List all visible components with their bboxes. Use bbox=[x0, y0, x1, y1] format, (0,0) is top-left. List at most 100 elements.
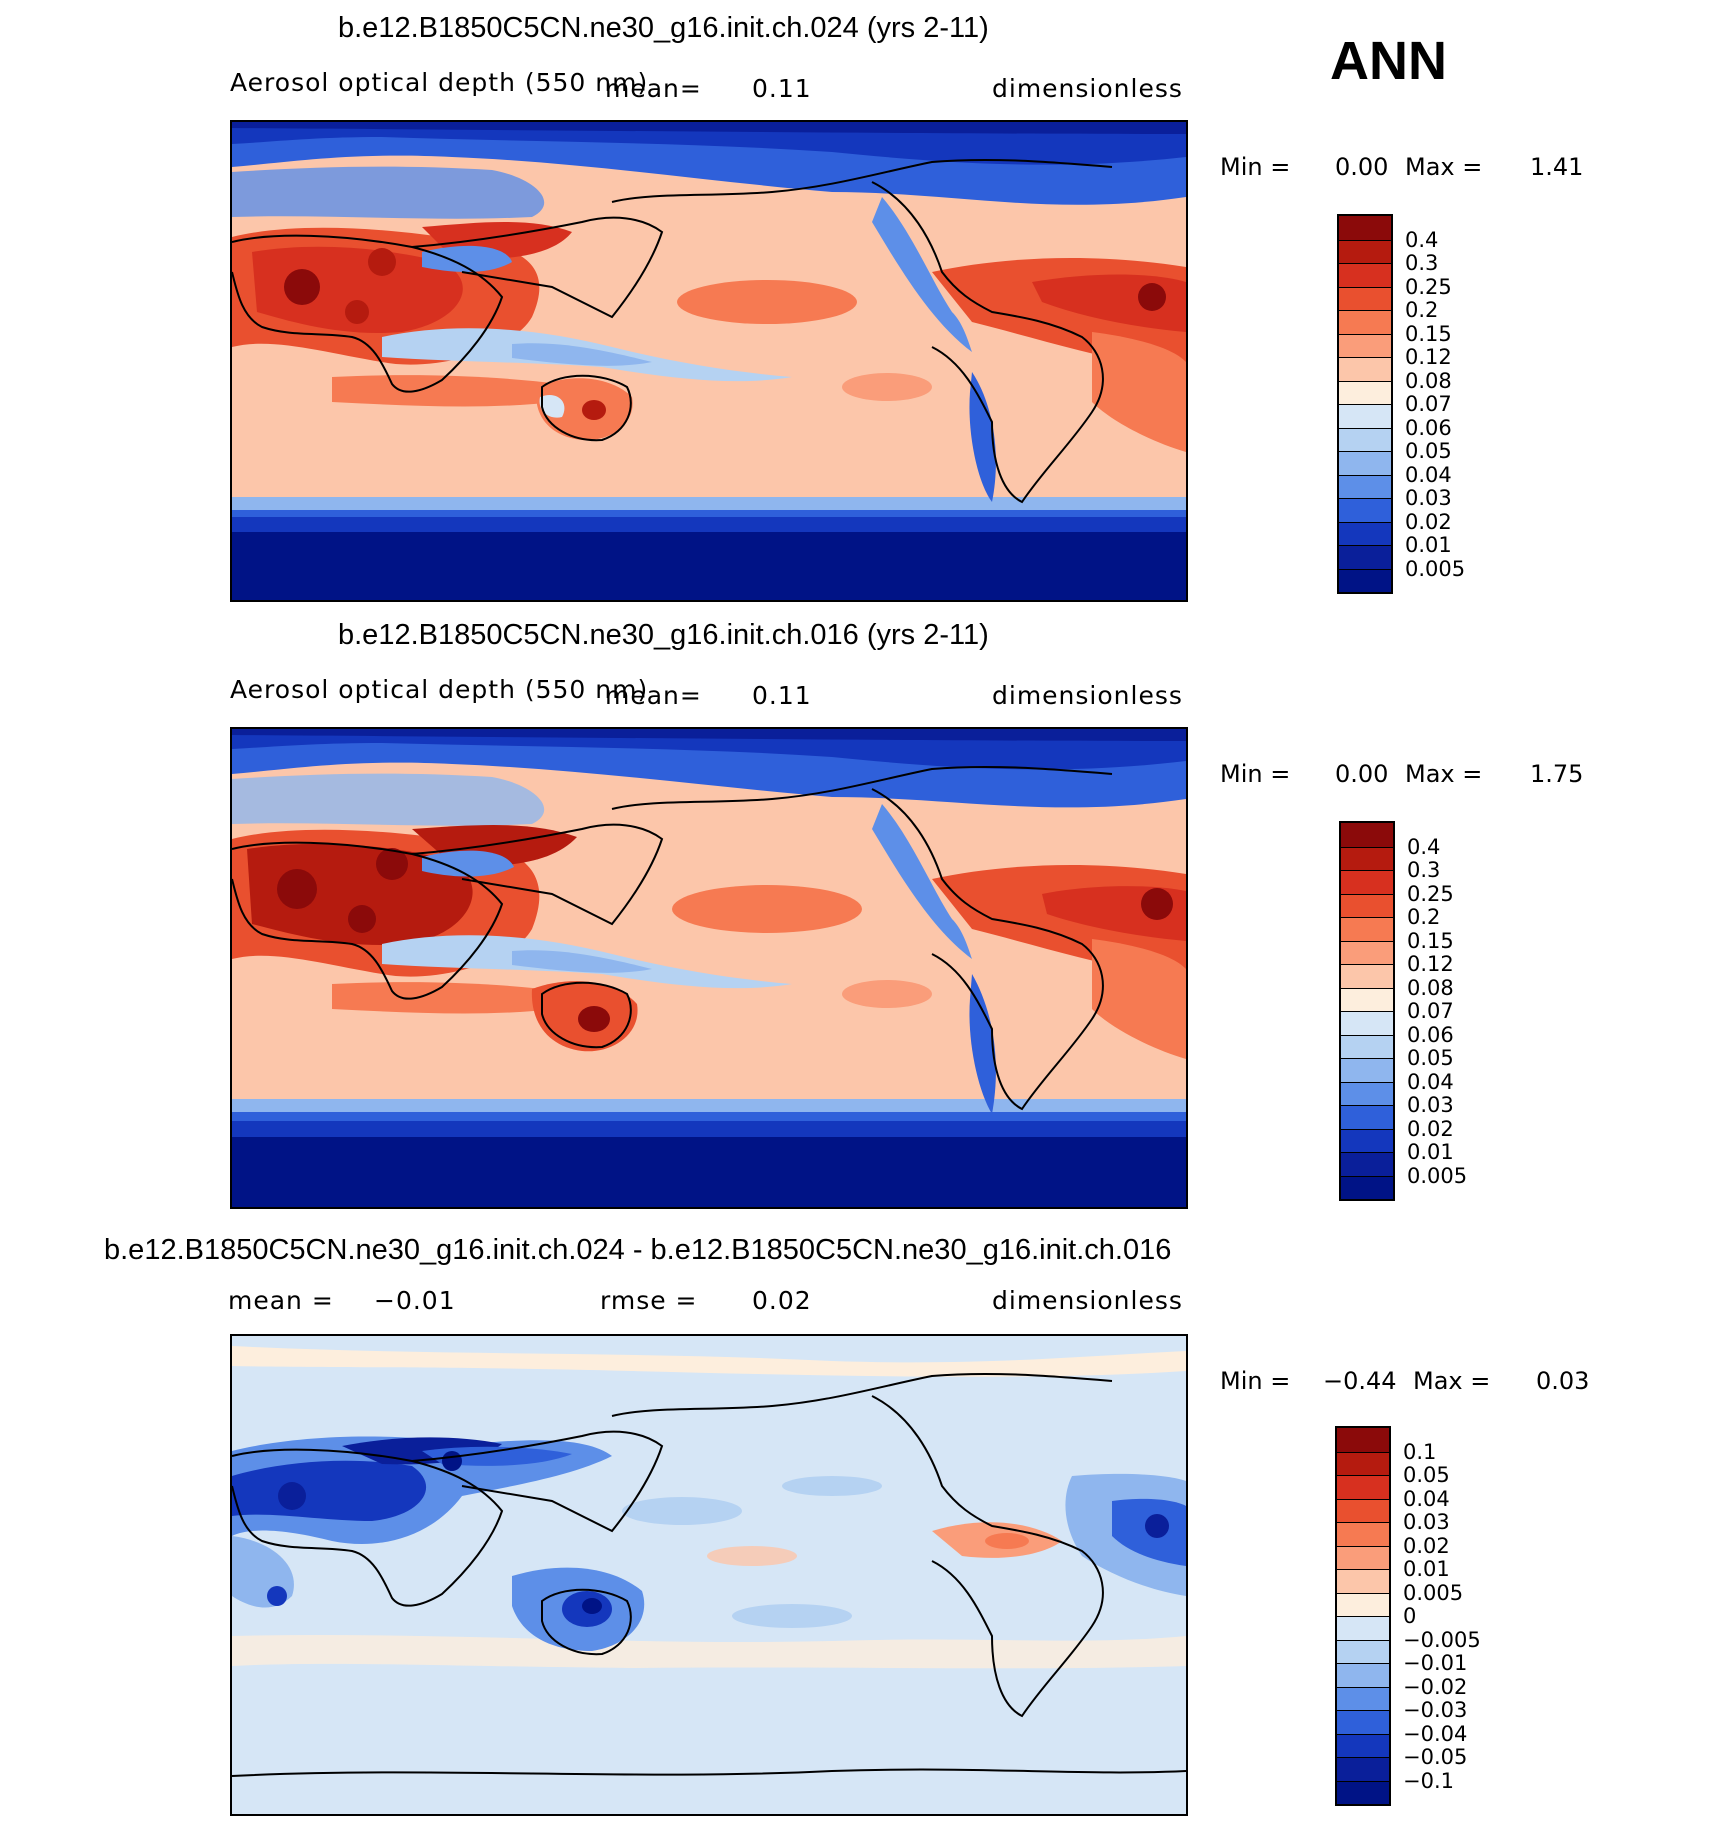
units-label: dimensionless bbox=[992, 74, 1183, 103]
colorbar-tick-label: 0.08 bbox=[1407, 975, 1454, 1000]
colorbar-swatch bbox=[1341, 870, 1393, 894]
colorbar-swatch bbox=[1337, 1710, 1389, 1734]
max-value: 1.75 bbox=[1530, 760, 1584, 788]
colorbar-swatch bbox=[1337, 1569, 1389, 1593]
colorbar-tick-label: 0.12 bbox=[1405, 345, 1452, 369]
colorbar-swatch bbox=[1341, 964, 1393, 988]
min-value: −0.44 bbox=[1323, 1367, 1397, 1395]
max-label: Max = bbox=[1413, 1367, 1491, 1395]
colorbar-tick-label: −0.01 bbox=[1403, 1651, 1468, 1675]
max-value: 1.41 bbox=[1530, 153, 1584, 181]
colorbar-tick-label: −0.02 bbox=[1403, 1674, 1468, 1699]
colorbar-swatch bbox=[1341, 1081, 1393, 1105]
colorbar-tick-label: 0.02 bbox=[1407, 1116, 1454, 1141]
colorbar: 0.1 0.05 0.04 0.03 0.02 0.01 0.005 0 −0.005 −0.01… bbox=[1335, 1426, 1481, 1806]
max-label: Max = bbox=[1405, 153, 1483, 181]
colorbar-swatch bbox=[1339, 333, 1391, 357]
colorbar-swatch bbox=[1337, 1686, 1389, 1710]
colorbar-tick-label: 0.01 bbox=[1407, 1140, 1454, 1164]
colorbar-swatch bbox=[1341, 1011, 1393, 1035]
colorbar-tick-label: 0.04 bbox=[1407, 1069, 1454, 1094]
colorbar-swatch bbox=[1341, 1128, 1393, 1152]
colorbar-swatch bbox=[1339, 474, 1391, 498]
map-panel-2 bbox=[230, 727, 1188, 1209]
colorbar-tick-label: 0.005 bbox=[1405, 556, 1466, 581]
colorbar-tick-label: 0.03 bbox=[1407, 1093, 1454, 1117]
colorbar-tick-label: 0.005 bbox=[1407, 1163, 1468, 1188]
colorbar-tick-label: −0.05 bbox=[1403, 1745, 1468, 1769]
colorbar-swatch bbox=[1337, 1616, 1389, 1640]
variable-name: Aerosol optical depth (550 nm) bbox=[230, 68, 649, 97]
colorbar-swatch bbox=[1339, 427, 1391, 451]
colorbar-tick-label: −0.04 bbox=[1403, 1721, 1468, 1746]
colorbar-swatch bbox=[1339, 498, 1391, 522]
colorbar-tick-label: 0.4 bbox=[1405, 227, 1439, 252]
map-panel-1 bbox=[230, 120, 1188, 602]
mean-value: −0.01 bbox=[374, 1286, 456, 1315]
colorbar-swatch bbox=[1337, 1428, 1389, 1452]
colorbar-tick-label: 0.07 bbox=[1405, 392, 1452, 416]
colorbar-tick-label: 0.04 bbox=[1405, 462, 1452, 487]
colorbar-tick-label: 0.1 bbox=[1403, 1439, 1437, 1464]
colorbar-swatch bbox=[1341, 823, 1393, 847]
colorbar-swatch bbox=[1339, 568, 1391, 592]
colorbar-tick-label: 0.25 bbox=[1405, 274, 1452, 299]
colorbar: 0.4 0.3 0.25 0.2 0.15 0.12 0.08 0.07 0.06 0.05 0.0… bbox=[1337, 214, 1465, 594]
colorbar-swatch bbox=[1339, 263, 1391, 287]
colorbar-tick-label: 0.06 bbox=[1407, 1022, 1454, 1047]
colorbar-swatch bbox=[1339, 310, 1391, 334]
variable-name: Aerosol optical depth (550 nm) bbox=[230, 675, 649, 704]
colorbar-tick-label: 0.02 bbox=[1405, 509, 1452, 534]
colorbar: 0.4 0.3 0.25 0.2 0.15 0.12 0.08 0.07 0.06 0.05 0.0… bbox=[1339, 821, 1467, 1201]
mean-label: mean= bbox=[605, 681, 702, 710]
colorbar-swatch bbox=[1339, 404, 1391, 428]
colorbar-tick-label: 0.005 bbox=[1403, 1580, 1464, 1605]
units-label: dimensionless bbox=[992, 1286, 1183, 1315]
colorbar-tick-label: 0.01 bbox=[1405, 533, 1452, 557]
colorbar-swatch bbox=[1337, 1733, 1389, 1757]
colorbar-tick-label: 0.2 bbox=[1405, 298, 1439, 322]
panel-title: b.e12.B1850C5CN.ne30_g16.init.ch.016 (yr… bbox=[338, 619, 989, 651]
colorbar-swatch bbox=[1337, 1498, 1389, 1522]
colorbar-tick-label: 0.4 bbox=[1407, 834, 1441, 859]
colorbar-tick-label: 0.3 bbox=[1407, 858, 1441, 882]
panel-title: b.e12.B1850C5CN.ne30_g16.init.ch.024 (yr… bbox=[338, 12, 989, 44]
colorbar-tick-label: 0.03 bbox=[1405, 486, 1452, 510]
panel-title: b.e12.B1850C5CN.ne30_g16.init.ch.024 - b… bbox=[104, 1234, 1172, 1266]
mean-value: 0.11 bbox=[752, 681, 812, 710]
colorbar-tick-label: 0.08 bbox=[1405, 368, 1452, 393]
colorbar-tick-label: 0.05 bbox=[1403, 1463, 1450, 1487]
colorbar-tick-label: 0.3 bbox=[1405, 251, 1439, 275]
colorbar-swatch bbox=[1341, 940, 1393, 964]
colorbar-swatch bbox=[1339, 357, 1391, 381]
min-label: Min = bbox=[1220, 1367, 1291, 1395]
colorbar-tick-label: 0.02 bbox=[1403, 1533, 1450, 1558]
colorbar-swatch bbox=[1337, 1522, 1389, 1546]
colorbar-swatch bbox=[1337, 1663, 1389, 1687]
colorbar-swatch bbox=[1337, 1475, 1389, 1499]
colorbar-swatch bbox=[1341, 846, 1393, 870]
colorbar-swatch bbox=[1337, 1639, 1389, 1663]
colorbar-swatch bbox=[1341, 917, 1393, 941]
colorbar-swatch bbox=[1337, 1545, 1389, 1569]
colorbar-swatch bbox=[1339, 451, 1391, 475]
colorbar-tick-label: 0.15 bbox=[1407, 928, 1454, 953]
mean-value: 0.11 bbox=[752, 74, 812, 103]
min-value: 0.00 bbox=[1335, 153, 1389, 181]
max-label: Max = bbox=[1405, 760, 1483, 788]
colorbar-swatch bbox=[1339, 380, 1391, 404]
colorbar-tick-label: 0.15 bbox=[1405, 321, 1452, 346]
colorbar-swatch bbox=[1341, 893, 1393, 917]
units-label: dimensionless bbox=[992, 681, 1183, 710]
colorbar-swatch bbox=[1341, 1058, 1393, 1082]
mean-label: mean= bbox=[605, 74, 702, 103]
colorbar-tick-label: 0.2 bbox=[1407, 905, 1441, 929]
colorbar-swatch bbox=[1339, 545, 1391, 569]
colorbar-tick-label: 0.04 bbox=[1403, 1486, 1450, 1511]
colorbar-tick-label: 0.06 bbox=[1405, 415, 1452, 440]
colorbar-swatch bbox=[1341, 1034, 1393, 1058]
colorbar-tick-label: −0.005 bbox=[1403, 1627, 1481, 1652]
colorbar-tick-label: 0.05 bbox=[1407, 1046, 1454, 1070]
max-value: 0.03 bbox=[1536, 1367, 1590, 1395]
colorbar-swatch bbox=[1337, 1757, 1389, 1781]
